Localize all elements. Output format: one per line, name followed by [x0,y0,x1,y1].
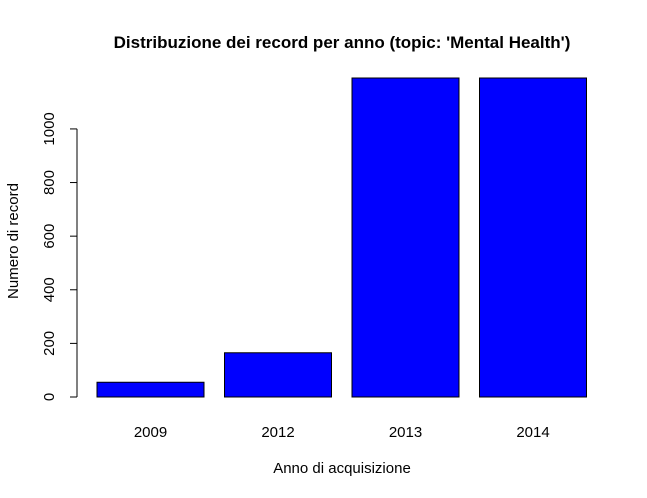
bar-2012 [224,352,332,398]
bars-group [96,77,587,398]
y-ticks-group: 0 200 400 600 800 1000 [41,112,77,401]
y-tick-label-1000: 1000 [41,112,58,145]
y-tick-label-200: 200 [41,331,58,356]
y-tick-label-800: 800 [41,170,58,195]
y-tick-label-600: 600 [41,224,58,249]
bar-2014 [479,77,587,398]
x-axis-label: Anno di acquisizione [273,460,411,477]
x-tick-label-2014: 2014 [516,424,549,441]
chart-title: Distribuzione dei record per anno (topic… [114,33,571,52]
bar-2009 [96,381,205,398]
bar-2013 [351,77,460,398]
x-tick-label-2009: 2009 [134,424,167,441]
y-tick-label-0: 0 [41,393,58,401]
x-tick-label-2013: 2013 [389,424,422,441]
y-tick-label-400: 400 [41,277,58,302]
y-axis-label: Numero di record [5,183,22,299]
x-tick-label-2012: 2012 [261,424,294,441]
x-tick-labels-group: 2009 2012 2013 2014 [134,424,550,441]
